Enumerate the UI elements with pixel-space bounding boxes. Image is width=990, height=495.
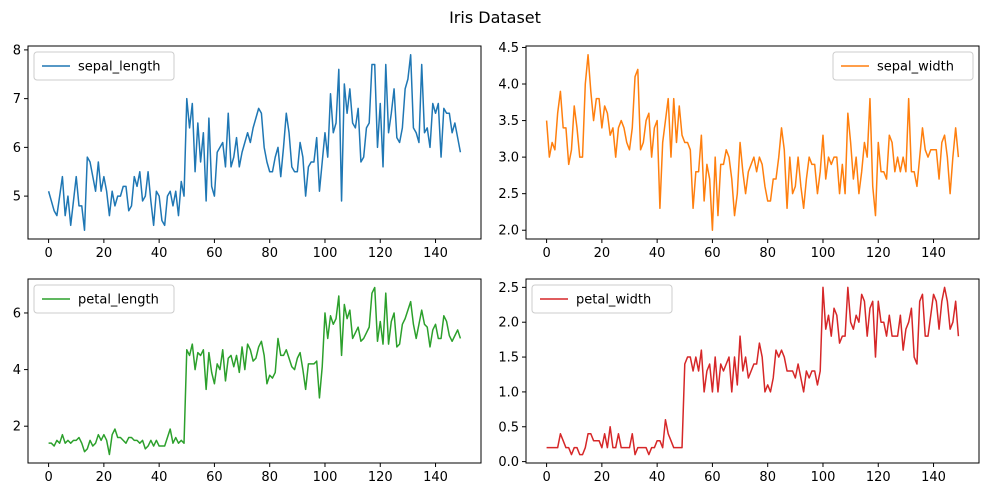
legend: sepal_length <box>33 51 175 81</box>
y-tick-label: 0.0 <box>498 455 519 470</box>
x-tick-label: 100 <box>811 470 836 485</box>
subplot-1: 0 20 40 60 80 100 120 140 5 6 7 8 sepal_length <box>13 43 482 261</box>
y-tick-label: 6 <box>13 306 21 321</box>
x-tick-label: 0 <box>44 470 52 485</box>
y-tick-label: 1.5 <box>498 351 519 366</box>
y-tick-label: 2.5 <box>498 187 519 202</box>
y-tick-label: 3.5 <box>498 114 519 129</box>
series-line-sepal_length <box>47 54 462 231</box>
y-tick-label: 2.5 <box>498 281 519 296</box>
y-tick-label: 6 <box>13 141 21 156</box>
x-tick-label: 100 <box>313 470 338 485</box>
legend-label: sepal_width <box>877 60 954 75</box>
legend: petal_length <box>33 284 175 314</box>
x-tick-label: 20 <box>96 470 113 485</box>
subplot-2: 0 20 40 60 80 100 120 140 2.0 2.5 3.0 3.5 4.0 4.5 sepa… <box>498 41 980 261</box>
x-tick-label: 80 <box>261 470 278 485</box>
x-tick-label: 120 <box>866 246 891 261</box>
x-tick-label: 20 <box>96 246 113 261</box>
x-tick-label: 60 <box>704 470 721 485</box>
y-tick-label: 2 <box>13 420 21 435</box>
x-tick-label: 60 <box>206 246 223 261</box>
legend-box <box>33 51 175 81</box>
legend: petal_width <box>531 284 673 314</box>
y-tick-label: 4.0 <box>498 78 519 93</box>
x-tick-label: 140 <box>423 246 448 261</box>
x-tick-label: 0 <box>542 470 550 485</box>
y-tick-label: 3.0 <box>498 151 519 166</box>
x-tick-label: 120 <box>866 470 891 485</box>
y-tick-label: 2.0 <box>498 224 519 239</box>
x-tick-label: 80 <box>261 246 278 261</box>
x-tick-label: 140 <box>921 246 946 261</box>
x-tick-label: 20 <box>594 470 611 485</box>
x-tick-label: 80 <box>759 470 776 485</box>
subplot-4: 0 20 40 60 80 100 120 140 0.0 0.5 1.0 1.5 2.0 2.5 peta… <box>498 278 980 485</box>
x-tick-label: 100 <box>811 246 836 261</box>
x-tick-label: 80 <box>759 246 776 261</box>
subplot-3: 0 20 40 60 80 100 120 140 2 4 6 petal_length <box>13 278 482 485</box>
series-line-petal_length <box>48 286 462 456</box>
x-tick-label: 0 <box>44 246 52 261</box>
figure-title: Iris Dataset <box>449 8 541 27</box>
x-tick-label: 120 <box>368 470 393 485</box>
axes-frame <box>27 278 482 464</box>
legend-box <box>33 284 175 314</box>
axes-frame <box>525 45 980 240</box>
y-tick-label: 4 <box>13 363 21 378</box>
legend-label: sepal_length <box>78 60 161 75</box>
x-tick-label: 40 <box>151 246 168 261</box>
y-tick-label: 5 <box>13 190 21 205</box>
axes-frame <box>27 45 482 240</box>
x-tick-label: 40 <box>151 470 168 485</box>
x-tick-label: 140 <box>921 470 946 485</box>
x-tick-label: 40 <box>649 246 666 261</box>
series-line-petal_width <box>546 286 960 456</box>
x-tick-label: 120 <box>368 246 393 261</box>
y-tick-label: 7 <box>13 92 21 107</box>
legend-label: petal_length <box>78 293 159 308</box>
legend: sepal_width <box>832 51 974 81</box>
x-tick-label: 0 <box>542 246 550 261</box>
legend-label: petal_width <box>576 293 651 308</box>
legend-box <box>531 284 673 314</box>
y-tick-label: 1.0 <box>498 385 519 400</box>
x-tick-label: 60 <box>206 470 223 485</box>
legend-box <box>832 51 974 81</box>
y-tick-label: 4.5 <box>498 41 519 56</box>
axes-frame <box>525 278 980 464</box>
x-tick-label: 60 <box>704 246 721 261</box>
x-tick-label: 140 <box>423 470 448 485</box>
x-tick-label: 40 <box>649 470 666 485</box>
x-tick-label: 100 <box>313 246 338 261</box>
y-tick-label: 8 <box>13 43 21 58</box>
x-tick-label: 20 <box>594 246 611 261</box>
series-line-sepal_width <box>545 54 960 231</box>
y-tick-label: 2.0 <box>498 316 519 331</box>
y-tick-label: 0.5 <box>498 420 519 435</box>
